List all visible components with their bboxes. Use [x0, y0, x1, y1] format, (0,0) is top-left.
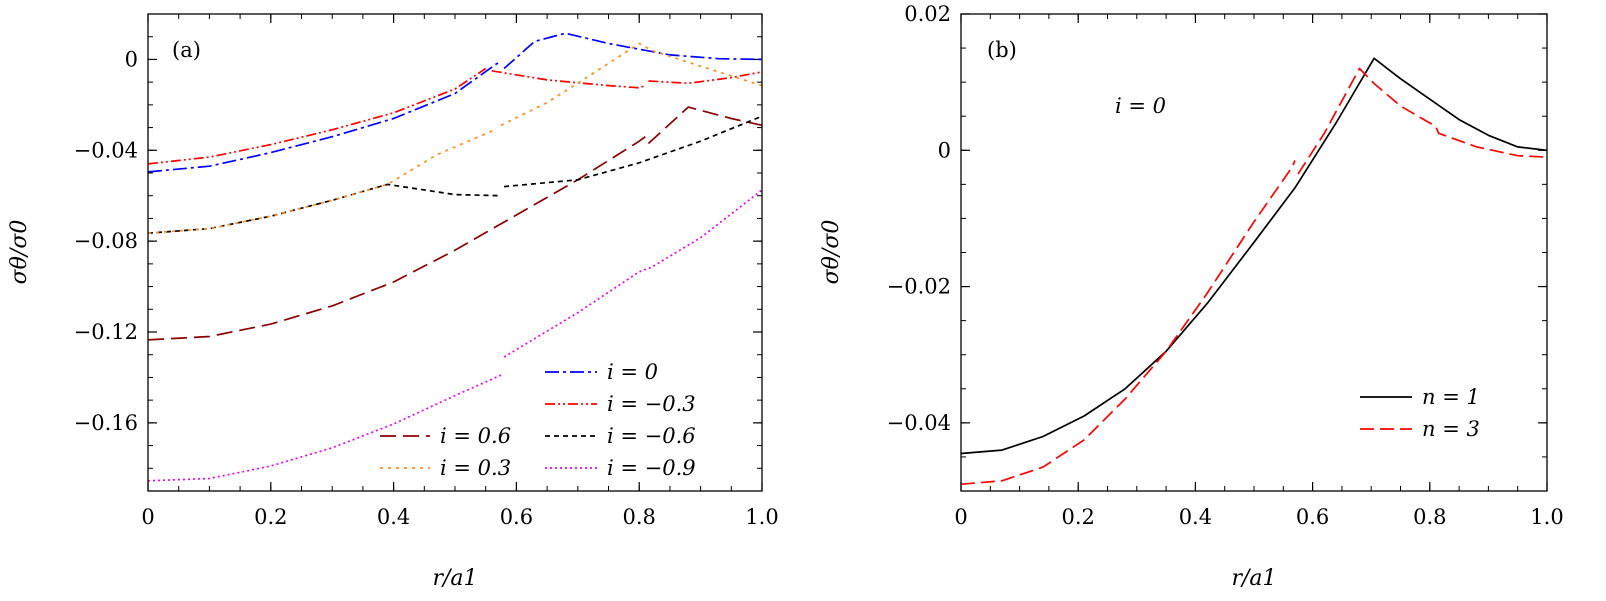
panel-a-label: (a) [172, 38, 201, 62]
x-tick-label: 0.6 [1296, 505, 1329, 529]
x-tick-label: 1.0 [745, 505, 778, 529]
series-i-0-6-line [504, 115, 763, 188]
x-tick-label: 0 [954, 505, 967, 529]
x-tick-label: 0.4 [377, 505, 410, 529]
y-tick-label: −0.12 [74, 320, 138, 344]
x-tick-label: 0.8 [1413, 505, 1446, 529]
panel-b-annotation: i = 0 [1115, 94, 1166, 118]
panel-b-y-tick-labels: 0.02 0 −0.02 −0.04 [887, 2, 951, 435]
series-i-0-9 [147, 189, 763, 482]
series-i-0-3-line [147, 67, 487, 165]
y-tick-label: 0 [125, 47, 138, 71]
y-tick-label: −0.02 [887, 275, 951, 299]
x-tick-label: 0.2 [254, 505, 287, 529]
series-i-0-line [503, 32, 763, 70]
series-i-0-3-line [500, 42, 763, 127]
y-tick-label: 0 [938, 138, 951, 162]
legend-entry-i-0-3: i = 0.3 [380, 456, 511, 480]
panel-a-y-tick-labels: 0 −0.04 −0.08 −0.12 −0.16 [74, 47, 138, 434]
series-n-3 [960, 67, 1548, 486]
panel-b-frame [960, 13, 1548, 492]
panel-b-x-axis-label: r/a1 [1231, 566, 1276, 591]
series-i-0-9-line [147, 374, 502, 482]
legend-entry-i-0-6: i = 0.6 [380, 424, 511, 448]
legend-label: i = −0.3 [607, 392, 696, 416]
legend-entry-n-3: n = 3 [1360, 417, 1480, 441]
series-i-0-3-line [491, 69, 646, 89]
x-tick-label: 0.4 [1179, 505, 1212, 529]
panel-b-label: (b) [987, 38, 1017, 62]
panel-a-legend: i = 0 i = −0.3 i = −0.6 i = −0.9 i = 0.6 i = … [380, 360, 696, 480]
series-n-3-line [960, 160, 1296, 486]
panel-b-y-axis-label: σθ/σ0 [819, 220, 844, 285]
series-n-1 [960, 57, 1548, 455]
series-i-0-6-line [147, 183, 502, 235]
series-i-0-3 [147, 67, 763, 165]
panel-a-minor-ticks [147, 13, 763, 492]
y-tick-label: −0.16 [74, 411, 138, 435]
y-tick-label: −0.04 [887, 411, 951, 435]
series-n-3-line [1297, 67, 1548, 175]
panel-b-x-tick-labels: 0 0.2 0.4 0.6 0.8 1.0 [954, 505, 1563, 529]
x-tick-label: 1.0 [1530, 505, 1563, 529]
x-tick-label: 0.2 [1061, 505, 1094, 529]
series-i-0-3-line [648, 71, 763, 85]
legend-label: i = 0 [607, 360, 658, 384]
panel-a-frame [147, 13, 763, 492]
panel-a-x-tick-labels: 0 0.2 0.4 0.6 0.8 1.0 [141, 505, 778, 529]
series-i-0-6 [147, 106, 763, 341]
legend-entry-i-0-6: i = −0.6 [545, 424, 696, 448]
panel-a-x-axis-label: r/a1 [432, 566, 477, 591]
series-i-0-6 [147, 115, 763, 235]
series-i-0-6-line [647, 106, 763, 145]
legend-label: n = 1 [1422, 385, 1480, 409]
series-n-1-line [960, 57, 1548, 455]
y-tick-label: 0.02 [904, 2, 951, 26]
series-i-0-3-line [147, 129, 496, 235]
legend-entry-n-1: n = 1 [1360, 385, 1480, 409]
x-tick-label: 0.6 [500, 505, 533, 529]
legend-label: i = −0.9 [607, 456, 696, 480]
legend-entry-i-0: i = 0 [545, 360, 658, 384]
legend-entry-i-0-3: i = −0.3 [545, 392, 696, 416]
x-tick-label: 0 [141, 505, 154, 529]
y-tick-label: −0.04 [74, 138, 138, 162]
panel-a-chart: 0 0.2 0.4 0.6 0.8 1.0 0 −0.04 −0.08 −0.12 −0.16 (… [7, 13, 779, 591]
series-i-0-6-line [147, 136, 646, 341]
legend-label: n = 3 [1422, 417, 1480, 441]
legend-label: i = −0.6 [607, 424, 696, 448]
panel-a-y-axis-label: σθ/σ0 [7, 220, 32, 285]
legend-entry-i-0-9: i = −0.9 [545, 456, 696, 480]
series-i-0 [147, 32, 763, 173]
series-i-0-line [147, 62, 499, 173]
series-i-0-9-line [503, 189, 763, 358]
panel-b-legend: n = 1 n = 3 [1360, 385, 1480, 441]
panel-a-series [147, 32, 763, 482]
legend-label: i = 0.3 [440, 456, 511, 480]
legend-label: i = 0.6 [440, 424, 511, 448]
x-tick-label: 0.8 [622, 505, 655, 529]
y-tick-label: −0.08 [74, 229, 138, 253]
series-i-0-3 [147, 42, 763, 235]
panel-a-major-ticks [147, 14, 763, 491]
panel-b-chart: 0 0.2 0.4 0.6 0.8 1.0 0.02 0 −0.02 −0.04 (b) i =… [819, 2, 1564, 591]
panel-b-series [960, 57, 1548, 486]
